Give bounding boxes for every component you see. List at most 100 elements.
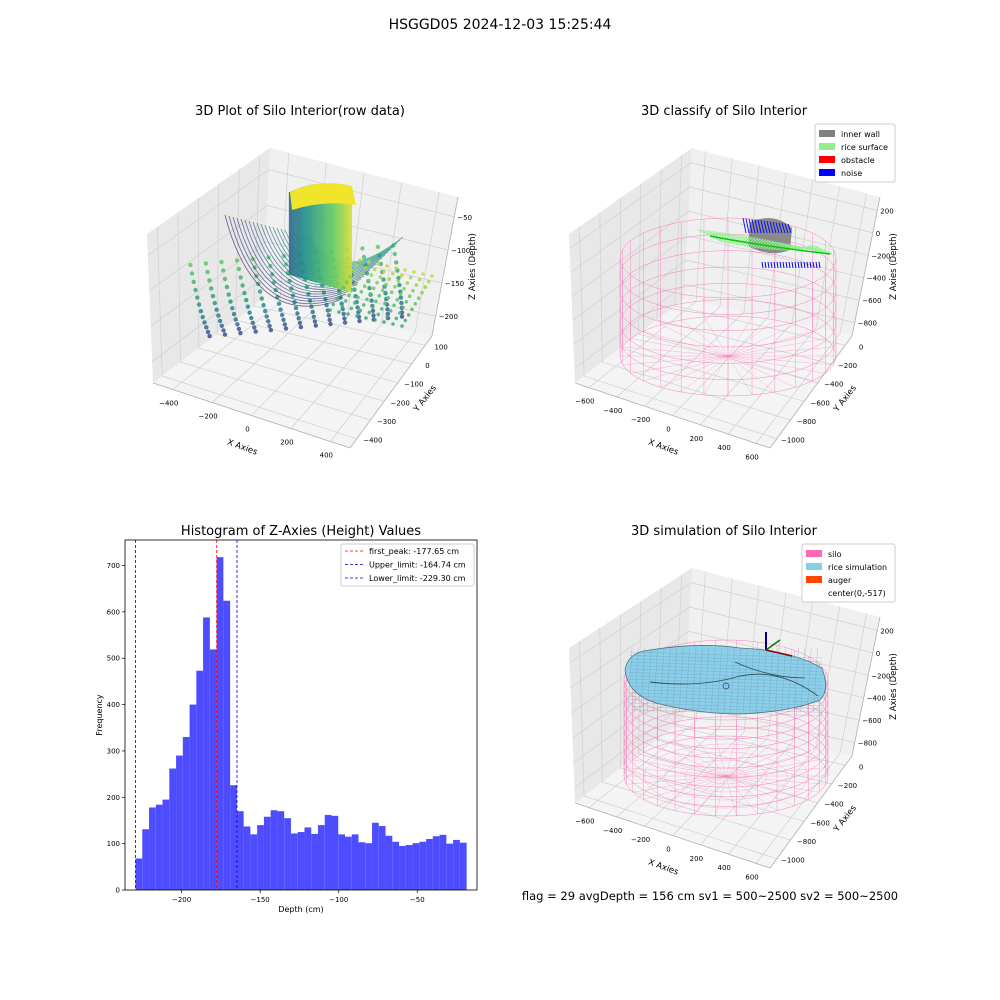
- p4-rice-mesh-line: [629, 696, 823, 703]
- p4-rice-mesh-line: [629, 651, 823, 659]
- p4-rice-mesh-line: [634, 647, 639, 713]
- p1-point: [250, 320, 255, 325]
- p4-silo-floor-spoke: [725, 741, 778, 777]
- p1-point: [226, 292, 231, 297]
- p1-point: [230, 306, 235, 311]
- p4-silo-floor-ring: [664, 751, 788, 801]
- p4-rice-mesh-line: [629, 658, 823, 665]
- raw-data-3d-plot: −400 −200 0 200 400 100 0 −100 −200 −300 −400 −50 −1…: [147, 148, 478, 460]
- p4-rice-contour: [734, 661, 806, 679]
- p1-point-top: [290, 183, 356, 210]
- p1-point: [375, 280, 379, 285]
- p1-point: [340, 304, 345, 309]
- p1-point: [394, 266, 398, 270]
- p1-z-tick-label: −200: [439, 313, 458, 321]
- p1-point: [386, 296, 391, 300]
- p4-rice-mesh-line: [704, 647, 709, 713]
- p1-point: [355, 305, 360, 310]
- p1-point: [357, 318, 362, 324]
- histogram-bar: [236, 811, 244, 890]
- p1-x-tick-label: −400: [159, 400, 178, 408]
- histogram-bar: [324, 814, 332, 890]
- p4-rice-mesh-line: [762, 647, 767, 713]
- p1-point: [198, 309, 204, 314]
- p4-z-tick-label: −400: [867, 695, 886, 703]
- p1-point: [384, 282, 388, 287]
- p4-legend-label: silo: [828, 550, 842, 559]
- p4-legend-label: center(0,-517): [828, 589, 886, 598]
- p2-noise: [748, 218, 753, 234]
- p1-point: [312, 319, 318, 324]
- p1-point: [378, 275, 383, 279]
- p1-point: [212, 300, 217, 306]
- p4-rice-mesh-line: [691, 647, 697, 713]
- p1-point-strand: [232, 216, 347, 302]
- p1-point: [328, 308, 332, 312]
- p1-point: [385, 307, 390, 312]
- p1-point: [394, 260, 399, 265]
- histogram-bar: [223, 600, 231, 890]
- p1-point: [376, 262, 380, 266]
- p4-axis-line: [851, 616, 881, 757]
- p2-x-axis-label: X Axies: [647, 438, 680, 458]
- histogram-y-tick-label: 500: [107, 655, 120, 663]
- histogram-bar: [446, 843, 454, 890]
- p2-z-tick-label: −400: [867, 275, 886, 283]
- p1-z-grid: [150, 241, 442, 327]
- p1-point: [252, 325, 257, 330]
- histogram-legend-label: first_peak: -177.65 cm: [369, 547, 459, 556]
- p2-silo-floor-spoke: [727, 316, 753, 357]
- histogram-frame: [124, 539, 478, 891]
- p2-noise: [761, 261, 764, 269]
- p2-rice-surface: [701, 231, 832, 254]
- p1-y-tick-label: 0: [425, 362, 429, 370]
- p2-silo-floor-spoke: [681, 355, 729, 393]
- p4-silo-floor-spoke: [725, 746, 795, 777]
- p2-noise: [763, 220, 768, 234]
- p1-point: [361, 254, 367, 260]
- p1-y-tick-label: 100: [434, 343, 447, 351]
- p1-point: [238, 275, 243, 280]
- p1-point: [276, 301, 282, 306]
- p1-point: [233, 317, 238, 322]
- p4-rice-mesh-line: [768, 647, 773, 713]
- p4-z-tick-label: −200: [871, 672, 890, 680]
- p1-point: [363, 265, 368, 270]
- p4-rice-mesh-line: [743, 647, 748, 713]
- p1-point: [411, 288, 415, 293]
- p4-silo-floor-spoke: [632, 775, 727, 793]
- histogram-bar: [135, 858, 143, 890]
- p4-silo-floor-spoke: [715, 736, 727, 777]
- histogram-bar: [317, 825, 325, 890]
- p2-silo-floor-spoke: [727, 355, 813, 382]
- p1-point: [259, 296, 264, 301]
- p1-point: [207, 333, 212, 339]
- p1-point: [406, 313, 411, 317]
- p2-y-grid: [619, 198, 805, 402]
- p1-point: [253, 329, 258, 334]
- p2-z-grid: [573, 259, 860, 345]
- p2-y-grid: [638, 183, 818, 384]
- p1-point-strand: [244, 219, 356, 295]
- p4-rice-mesh-line: [698, 647, 703, 713]
- p1-point: [416, 296, 421, 301]
- p4-y-grid: [578, 641, 777, 860]
- p4-y-tick-label: −1000: [781, 857, 805, 865]
- p4-silo-floor-spoke: [725, 775, 809, 800]
- p2-x-tick-label: 400: [718, 444, 731, 452]
- p1-point: [380, 288, 385, 293]
- p1-point: [311, 314, 316, 319]
- p1-point: [382, 320, 386, 324]
- p4-legend-swatch: [806, 563, 822, 570]
- p4-rice-mesh-line: [736, 647, 741, 713]
- p4-silo-floor-spoke: [626, 775, 727, 785]
- p1-y-grid: [156, 226, 357, 440]
- histogram-bar: [412, 843, 420, 890]
- p2-y-grid: [578, 226, 777, 440]
- histogram-y-tick-label: 100: [107, 840, 120, 848]
- p4-rice-mesh-line: [672, 647, 677, 713]
- p4-silo-floor-spoke: [694, 775, 727, 815]
- p1-point: [327, 317, 332, 323]
- p1-point: [383, 291, 388, 296]
- p1-z-grid: [151, 277, 436, 362]
